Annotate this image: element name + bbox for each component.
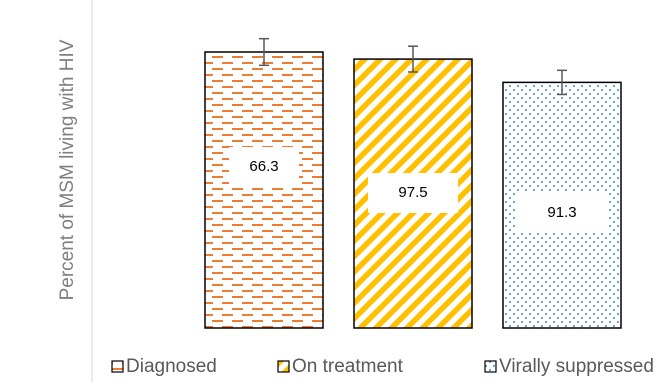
label-box — [229, 147, 299, 187]
legend-swatch — [484, 360, 497, 373]
error-bar — [557, 69, 567, 96]
legend-swatch — [277, 360, 290, 373]
label-box — [516, 193, 608, 233]
y-axis-label: Percent of MSM living with HIV — [57, 39, 78, 300]
annotation: 97.5 — [398, 184, 427, 201]
annotation: 66.3 — [249, 158, 278, 175]
annotation: 91.3 — [547, 204, 576, 221]
error-bar — [408, 45, 418, 73]
bar — [204, 51, 324, 329]
legend-label: Virally suppressed — [499, 356, 654, 377]
legend-label: On treatment — [292, 356, 404, 377]
legend-swatch — [111, 360, 124, 373]
label-box — [368, 173, 458, 213]
legend-label: Diagnosed — [126, 356, 217, 377]
error-bar — [259, 37, 269, 67]
